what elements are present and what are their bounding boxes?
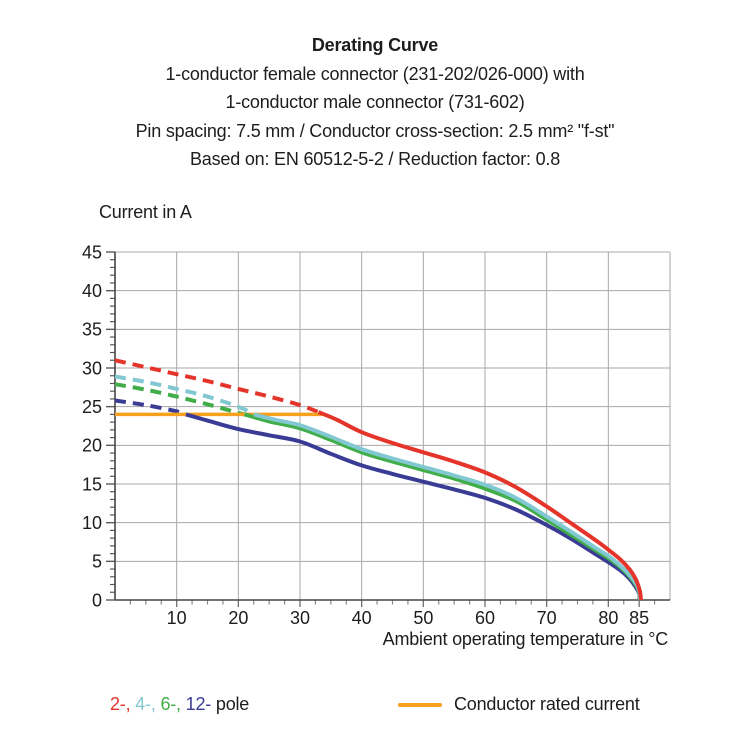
svg-text:70: 70 xyxy=(537,608,557,628)
svg-text:40: 40 xyxy=(82,281,102,301)
chart-subtitle-line-4: Based on: EN 60512-5-2 / Reduction facto… xyxy=(189,149,561,169)
curve-2-pole-dashed xyxy=(114,358,320,414)
x-axis-title: Ambient operating temperature in °C xyxy=(382,629,669,649)
pole-legend-item-4: 4-, xyxy=(135,694,161,714)
svg-text:50: 50 xyxy=(413,608,433,628)
curve-12-pole-solid xyxy=(185,412,642,601)
pole-legend: 2-, 4-, 6-, 12- pole xyxy=(110,694,249,715)
pole-legend-item-6: 6-, xyxy=(160,694,186,714)
chart-title: Derating Curve xyxy=(311,35,439,55)
chart-subtitle-line-3: Pin spacing: 7.5 mm / Conductor cross-se… xyxy=(135,120,615,141)
svg-text:85: 85 xyxy=(629,608,649,628)
svg-text:30: 30 xyxy=(290,608,310,628)
svg-text:10: 10 xyxy=(82,513,102,533)
y-axis-title: Current in A xyxy=(99,202,192,222)
pole-legend-item-2: 2-, xyxy=(110,694,136,714)
pole-legend-suffix: pole xyxy=(211,694,250,714)
curve-4-pole-solid xyxy=(253,412,643,601)
rated-current-line-swatch xyxy=(398,702,442,707)
svg-text:60: 60 xyxy=(475,608,495,628)
svg-text:35: 35 xyxy=(82,320,102,340)
rated-current-legend-label: Conductor rated current xyxy=(454,694,640,714)
curve-6-pole-dashed xyxy=(114,382,246,417)
curve-12-pole-dashed xyxy=(114,398,187,417)
svg-text:10: 10 xyxy=(167,608,187,628)
svg-text:20: 20 xyxy=(228,608,248,628)
rated-current-legend: Conductor rated current xyxy=(398,694,640,715)
chart-subtitle-line-2: 1-conductor male connector (731-602) xyxy=(225,92,525,112)
svg-text:20: 20 xyxy=(82,436,102,456)
svg-text:40: 40 xyxy=(352,608,372,628)
pole-legend-item-12: 12- xyxy=(185,694,212,714)
chart-subtitle-line-1: 1-conductor female connector (231-202/02… xyxy=(165,63,585,84)
svg-text:5: 5 xyxy=(92,552,102,572)
svg-text:25: 25 xyxy=(82,397,102,417)
svg-text:30: 30 xyxy=(82,358,102,378)
curve-4-pole-dashed xyxy=(114,374,255,417)
svg-text:15: 15 xyxy=(82,474,102,494)
svg-text:45: 45 xyxy=(82,242,102,262)
svg-text:0: 0 xyxy=(92,590,102,610)
chart-header: Derating Curve 1-conductor female connec… xyxy=(0,31,750,174)
svg-text:80: 80 xyxy=(598,608,618,628)
curve-2-pole-solid xyxy=(317,410,643,601)
